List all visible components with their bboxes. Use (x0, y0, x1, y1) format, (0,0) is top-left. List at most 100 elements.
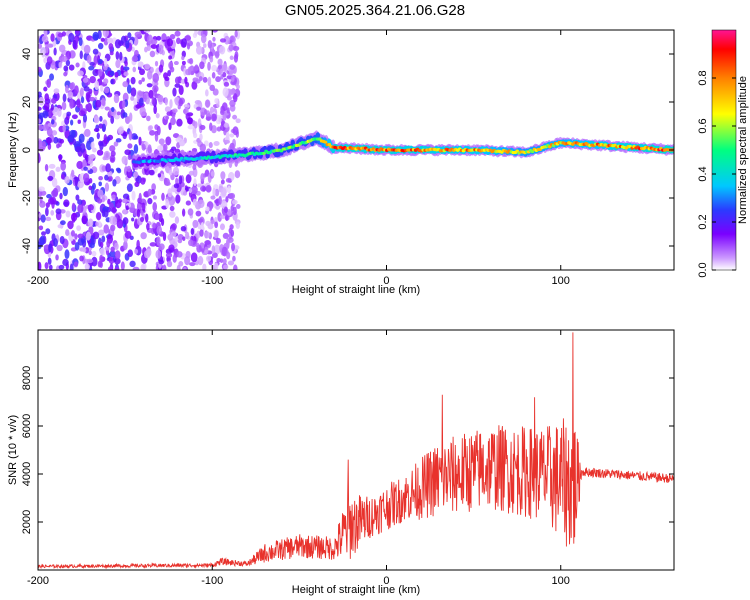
spectrogram-noise-cell (103, 87, 110, 94)
spectrogram-noise-cell (210, 219, 215, 224)
spectrogram-noise-cell (204, 231, 210, 239)
spectrogram-noise-cell (138, 79, 143, 85)
spectrogram-noise-cell (207, 76, 212, 87)
spectrogram-noise-cell (50, 209, 55, 216)
spectrogram-noise-cell (39, 235, 46, 246)
spectrogram-noise-cell (88, 177, 93, 184)
spectrogram-noise-cell (82, 159, 87, 167)
spectrogram-noise-cell (97, 189, 104, 198)
spectrogram-noise-cell (188, 239, 194, 247)
spectrogram-noise-cell (209, 84, 216, 92)
spectrogram-noise-cell (147, 188, 153, 197)
spectrogram-noise-cell (57, 224, 63, 229)
spectrogram-noise-cell (82, 172, 90, 182)
spectrogram-noise-cell (98, 58, 103, 65)
spectrogram-noise-cell (176, 118, 183, 127)
spectrogram-noise-cell (132, 66, 137, 73)
spectrogram-noise-cell (60, 220, 66, 226)
spectrogram-noise-cell (156, 35, 162, 41)
spectrogram-noise-cell (150, 44, 158, 49)
spectrogram-noise-cell (204, 109, 208, 115)
spectrogram-noise-cell (109, 250, 116, 258)
spectrogram-noise-cell (84, 263, 90, 270)
spectrogram-noise-cell (41, 231, 47, 236)
spectrogram-noise-cell (144, 213, 149, 223)
spectrogram-noise-cell (199, 124, 206, 131)
spectrogram-noise-cell (233, 53, 239, 63)
spectrogram-noise-cell (208, 142, 213, 149)
spectrogram-noise-cell (178, 175, 183, 185)
snr-y-ticks: 2000 4000 6000 8000 (21, 366, 674, 534)
spectrogram-noise-cell (127, 32, 132, 39)
spectrogram-noise-cell (111, 194, 116, 200)
spectrogram-noise-cell (136, 208, 141, 218)
spectrogram-noise-cell (200, 222, 205, 231)
spectrogram-noise-cell (103, 224, 110, 234)
spectrogram-noise-cell (38, 96, 45, 106)
spectrogram-noise-cell (205, 184, 212, 193)
spectrogram-noise-cell (209, 122, 213, 131)
spectrogram-noise-cell (68, 64, 75, 71)
spectrogram-noise-cell (67, 135, 75, 143)
spectrogram-noise-cell (165, 198, 170, 209)
spectrogram-noise-cell (138, 68, 146, 76)
spectrogram-noise-cell (147, 144, 152, 154)
spectrogram-noise-cell (210, 171, 215, 177)
spectrogram-noise-cell (63, 71, 68, 77)
spectrogram-noise-cell (220, 109, 225, 115)
spectrogram-noise-cell (102, 30, 109, 38)
spectrogram-noise-cell (232, 255, 236, 262)
spectrogram-noise-cell (88, 136, 94, 143)
spectrogram-noise-cell (72, 39, 77, 49)
spectrogram-noise-cell (134, 31, 142, 38)
spectrogram-noise-cell (75, 194, 80, 201)
spectrogram-noise-cell (169, 210, 176, 218)
spectrogram-noise-cell (106, 239, 111, 248)
spectrogram-noise-cell (232, 45, 240, 52)
spectrogram-ridge-outer (315, 132, 321, 139)
spectrogram-noise-cell (103, 209, 109, 218)
spectrogram-noise-cell (141, 202, 146, 212)
spectrogram-noise-cell (164, 76, 170, 82)
spectrogram-noise-cell (134, 181, 140, 187)
spectrogram-noise-cell (107, 37, 114, 44)
spectrogram-noise-cell (40, 46, 47, 56)
spectrogram-x-tick-label: -200 (27, 275, 49, 287)
spectrogram-noise-cell (96, 211, 102, 221)
spectrogram-noise-cell (178, 139, 186, 147)
spectrogram-noise-cell (140, 232, 147, 240)
spectrogram-noise-cell (172, 254, 177, 263)
spectrogram-noise-cell (64, 175, 70, 184)
spectrogram-noise-cell (146, 83, 153, 88)
spectrogram-noise-cell (196, 106, 202, 111)
spectrogram-noise-cell (185, 231, 190, 240)
spectrogram-noise-cell (103, 133, 108, 144)
spectrogram-noise-cell (216, 257, 222, 263)
spectrogram-noise-cell (51, 130, 58, 136)
spectrogram-noise-cell (85, 140, 93, 151)
spectrogram-noise-cell (122, 217, 129, 225)
spectrogram-noise-cell (59, 138, 65, 144)
spectrogram-noise-cell (55, 208, 62, 215)
spectrogram-noise-cell (235, 204, 241, 209)
spectrogram-noise-cell (38, 124, 43, 131)
spectrogram-noise-cell (199, 133, 203, 141)
colorbar-tick-label: 0.4 (697, 166, 709, 181)
spectrogram-noise-cell (152, 195, 157, 200)
spectrogram-noise-cell (60, 173, 65, 180)
spectrogram-noise-cell (215, 114, 222, 125)
spectrogram-noise-cell (229, 55, 234, 61)
spectrogram-noise-cell (165, 115, 170, 120)
spectrogram-noise-cell (129, 260, 136, 268)
spectrogram-noise-cell (187, 208, 194, 216)
spectrogram-x-label: Height of straight line (km) (292, 284, 420, 296)
spectrogram-noise-cell (38, 225, 44, 231)
spectrogram-noise-cell (143, 191, 149, 198)
spectrogram-noise-cell (181, 60, 186, 66)
spectrogram-noise-cell (83, 86, 90, 92)
snr-x-ticks: -200 -100 0 100 (27, 330, 570, 587)
spectrogram-noise-cell (58, 44, 66, 53)
spectrogram-noise-cell (205, 116, 212, 121)
colorbar-gradient (711, 29, 737, 271)
spectrogram-noise-cell (45, 207, 49, 217)
